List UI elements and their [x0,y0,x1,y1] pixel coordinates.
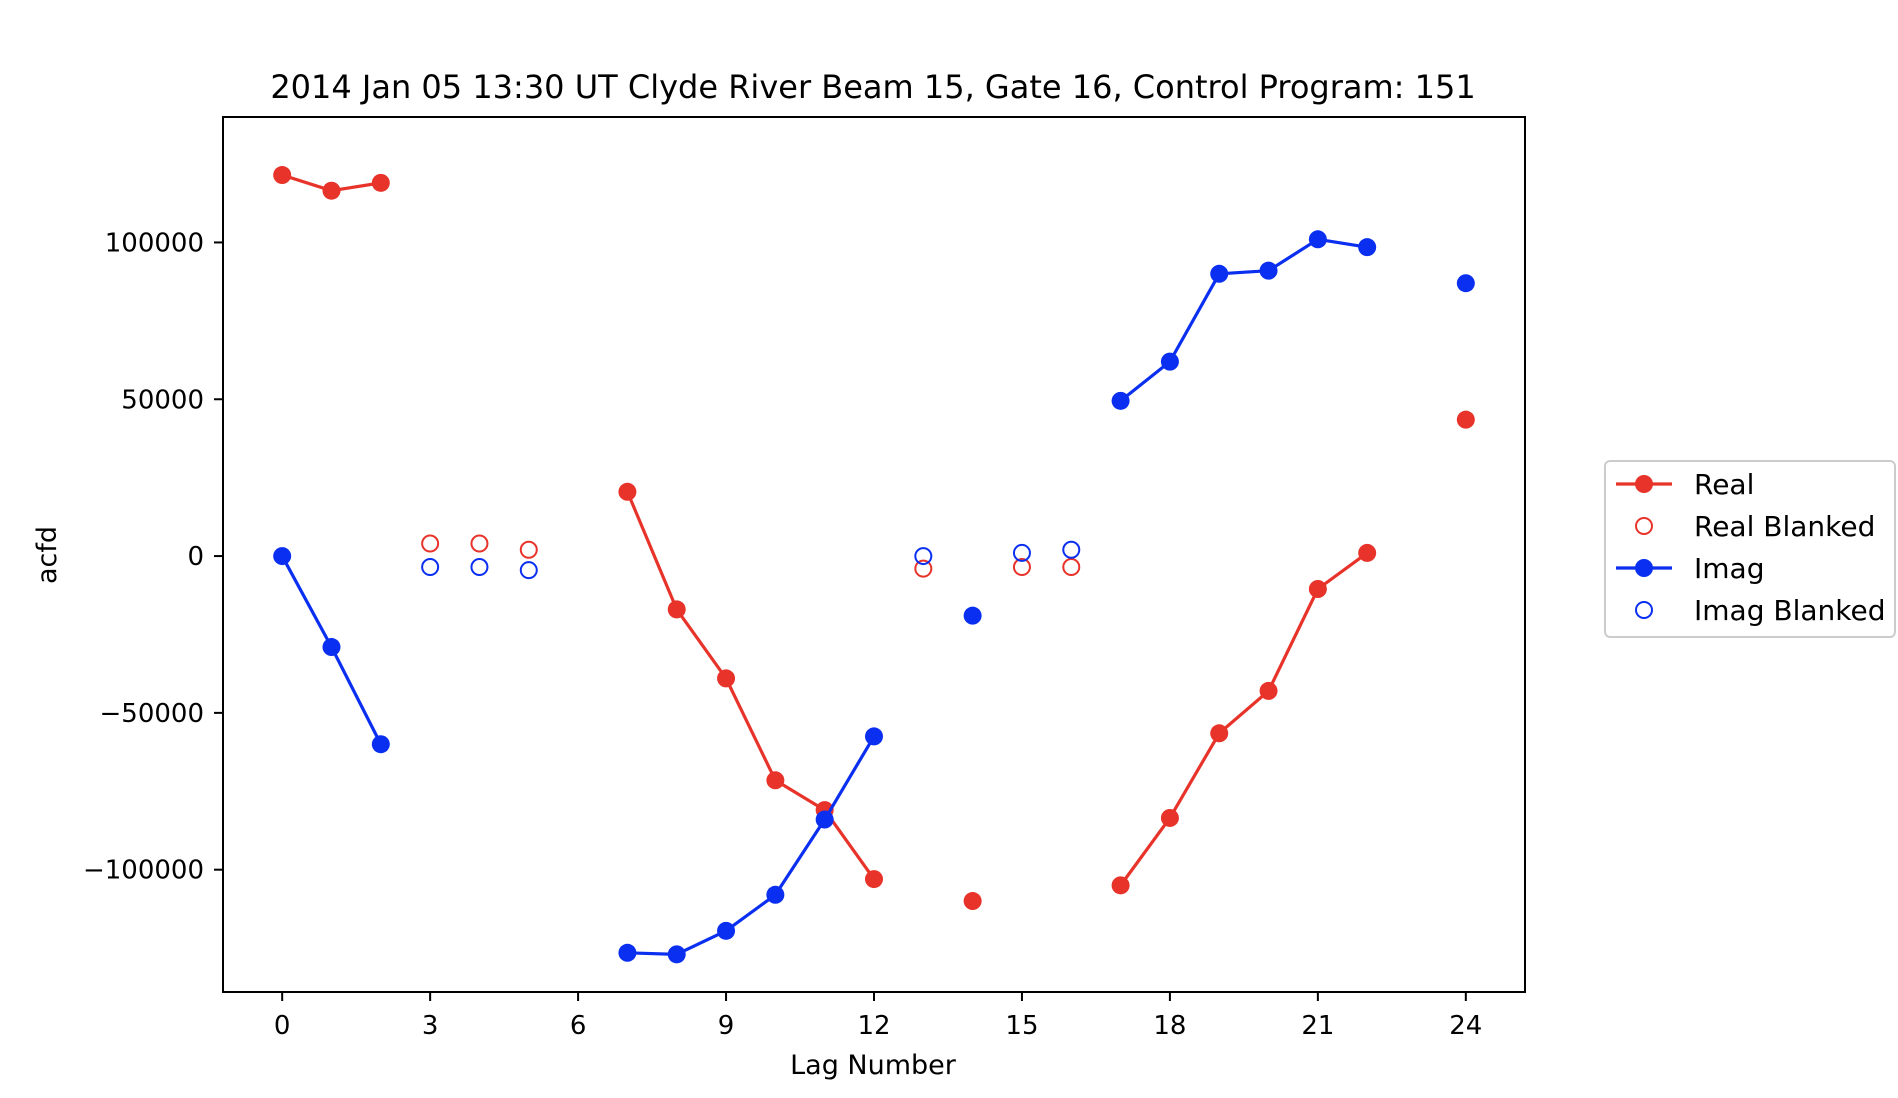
legend-items: Real Real Blanked Imag Imag Blanked [1616,468,1885,627]
real-point [717,669,736,688]
y-tick-label: −100000 [83,856,204,886]
real-point [273,166,292,185]
y-tick-label: −50000 [100,699,205,729]
real-point [865,870,883,889]
x-axis-ticks: 0 3 6 9 12 15 18 21 24 [274,992,1482,1041]
legend-item-real: Real [1616,468,1754,501]
imag-blanked-point [1062,540,1081,559]
imag-point [717,921,736,940]
y-tick-label: 50000 [121,385,204,415]
legend-marker-swatch [1635,517,1653,535]
x-axis-title: Lag Number [790,1050,957,1081]
legend-item-imag-blanked: Imag Blanked [1635,594,1885,627]
real-point [618,482,637,501]
real-point [1358,543,1377,562]
x-tick-label: 15 [1005,1011,1038,1041]
y-tick-label: 0 [187,542,204,572]
imag-point [371,735,390,754]
real-blanked-point [914,559,933,578]
imag-point [865,727,883,746]
x-tick-label: 6 [570,1011,587,1041]
imag-point [1111,391,1130,410]
real-blanked-point [470,534,489,553]
imag-point [322,638,341,657]
imag-point [273,547,292,566]
imag-blanked-point [1012,543,1031,562]
imag-point [667,945,686,964]
legend-marker-swatch [1635,601,1653,619]
x-tick-label: 21 [1301,1011,1334,1041]
imag-blanked-point [914,547,933,566]
real-point [1111,876,1130,895]
imag-point [1358,238,1377,257]
legend-marker-swatch [1635,559,1653,577]
imag-point [1210,264,1229,283]
real-point [766,771,785,790]
real-point [1160,808,1179,827]
real-point [963,892,982,911]
legend-label: Real Blanked [1694,510,1875,543]
real-point [1308,579,1327,598]
legend: Real Real Blanked Imag Imag Blanked [1604,460,1896,638]
imag-point [1160,352,1179,371]
real-point [371,173,390,192]
legend-box [1604,460,1896,638]
legend-marker-swatch [1635,475,1653,493]
real-point [1259,681,1278,700]
y-axis-ticks: −100000 −50000 0 50000 100000 [83,228,223,886]
y-axis-title: acfd [32,526,63,584]
legend-label: Real [1694,468,1754,501]
imag-point [1259,261,1278,280]
x-tick-label: 0 [274,1011,291,1041]
x-tick-label: 3 [422,1011,439,1041]
imag-point [1456,274,1475,293]
real-point [667,600,686,619]
imag-blanked-point [519,561,538,580]
series-imag-blanked [421,540,1081,580]
imag-point [1308,230,1327,249]
plot-marks [273,166,1475,964]
real-blanked-point [1012,558,1031,577]
real-point [322,181,341,200]
imag-point [815,810,834,829]
series-real-blanked [421,534,1081,578]
chart-title: 2014 Jan 05 13:30 UT Clyde River Beam 15… [270,68,1475,106]
imag-blanked-point [470,558,489,577]
series-real [273,166,1475,911]
legend-label: Imag [1694,552,1764,585]
imag-point [963,606,982,625]
y-tick-label: 100000 [105,228,204,258]
legend-item-imag: Imag [1616,552,1764,585]
legend-item-real-blanked: Real Blanked [1635,510,1875,543]
imag-blanked-point [421,558,440,577]
x-tick-label: 12 [857,1011,890,1041]
x-tick-label: 24 [1449,1011,1482,1041]
imag-point [618,943,637,962]
real-blanked-point [519,540,538,559]
x-tick-label: 9 [718,1011,735,1041]
real-blanked-point [1062,558,1081,577]
real-blanked-point [421,534,440,553]
real-point [1456,410,1475,429]
real-line-segment [1118,551,1369,887]
real-point [1210,724,1229,743]
series-imag [273,230,1475,964]
imag-point [766,885,785,904]
x-tick-label: 18 [1153,1011,1186,1041]
legend-label: Imag Blanked [1694,594,1885,627]
